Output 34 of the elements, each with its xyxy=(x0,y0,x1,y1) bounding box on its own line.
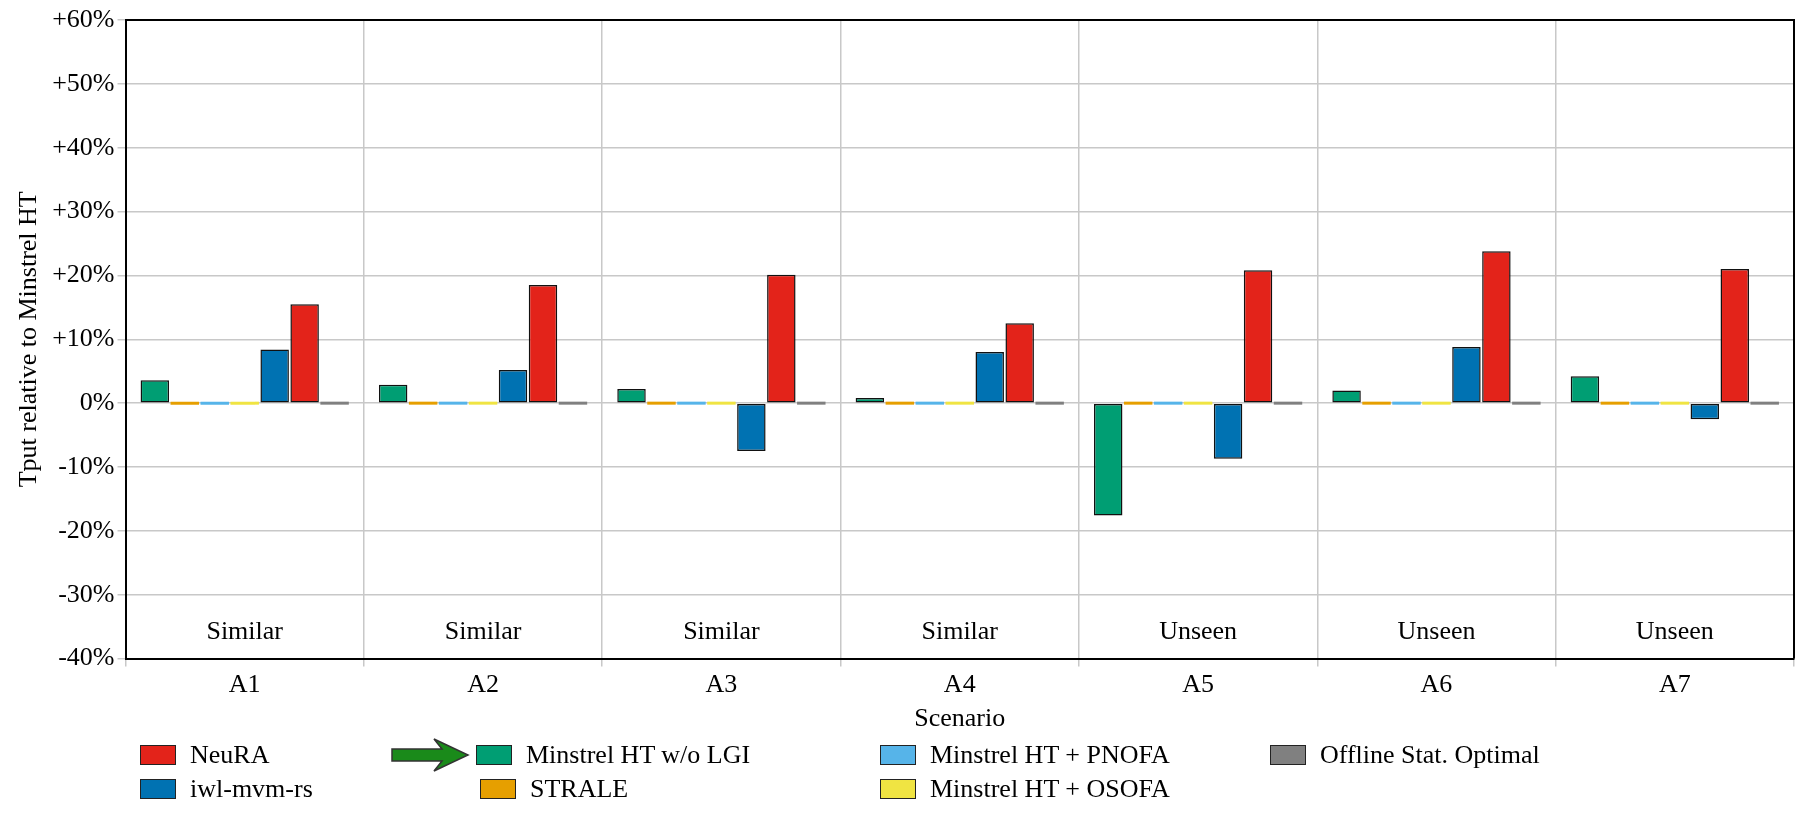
annotation: Similar xyxy=(444,616,522,646)
y-tick-label: +40% xyxy=(52,131,115,161)
y-tick-label: +60% xyxy=(52,3,115,33)
legend-label: Minstrel HT + PNOFA xyxy=(930,740,1170,770)
x-tick-label: A6 xyxy=(1420,669,1453,699)
y-tick-label: -30% xyxy=(58,578,115,608)
annotation: Similar xyxy=(921,616,999,646)
y-tick-label: +20% xyxy=(52,259,115,289)
legend-label: iwl-mvm-rs xyxy=(190,774,313,804)
x-tick-label: A7 xyxy=(1658,669,1691,699)
legend-label: STRALE xyxy=(530,774,629,804)
x-tick-label: A5 xyxy=(1182,669,1215,699)
annotation: Similar xyxy=(206,616,284,646)
y-tick-label: +30% xyxy=(52,195,115,225)
x-tick-label: A1 xyxy=(228,669,261,699)
legend-label: Minstrel HT w/o LGI xyxy=(526,740,751,770)
y-tick-label: -20% xyxy=(58,514,115,544)
annotation: Unseen xyxy=(1635,616,1714,646)
annotation: Unseen xyxy=(1397,616,1476,646)
legend-label: Offline Stat. Optimal xyxy=(1320,740,1540,770)
x-axis-title: Scenario xyxy=(914,703,1006,733)
x-tick-label: A3 xyxy=(705,669,738,699)
annotation: Similar xyxy=(683,616,761,646)
y-tick-label: -40% xyxy=(58,642,115,672)
y-tick-label: +10% xyxy=(52,323,115,353)
x-tick-label: A4 xyxy=(943,669,976,699)
y-tick-label: -10% xyxy=(58,450,115,480)
legend-label: NeuRA xyxy=(190,740,270,770)
y-tick-label: +50% xyxy=(52,67,115,97)
annotation: Unseen xyxy=(1159,616,1238,646)
legend-label: Minstrel HT + OSOFA xyxy=(930,774,1170,804)
y-tick-label: 0% xyxy=(79,386,115,416)
x-tick-label: A2 xyxy=(467,669,499,699)
y-axis-title: Tput relative to Minstrel HT xyxy=(13,191,43,488)
